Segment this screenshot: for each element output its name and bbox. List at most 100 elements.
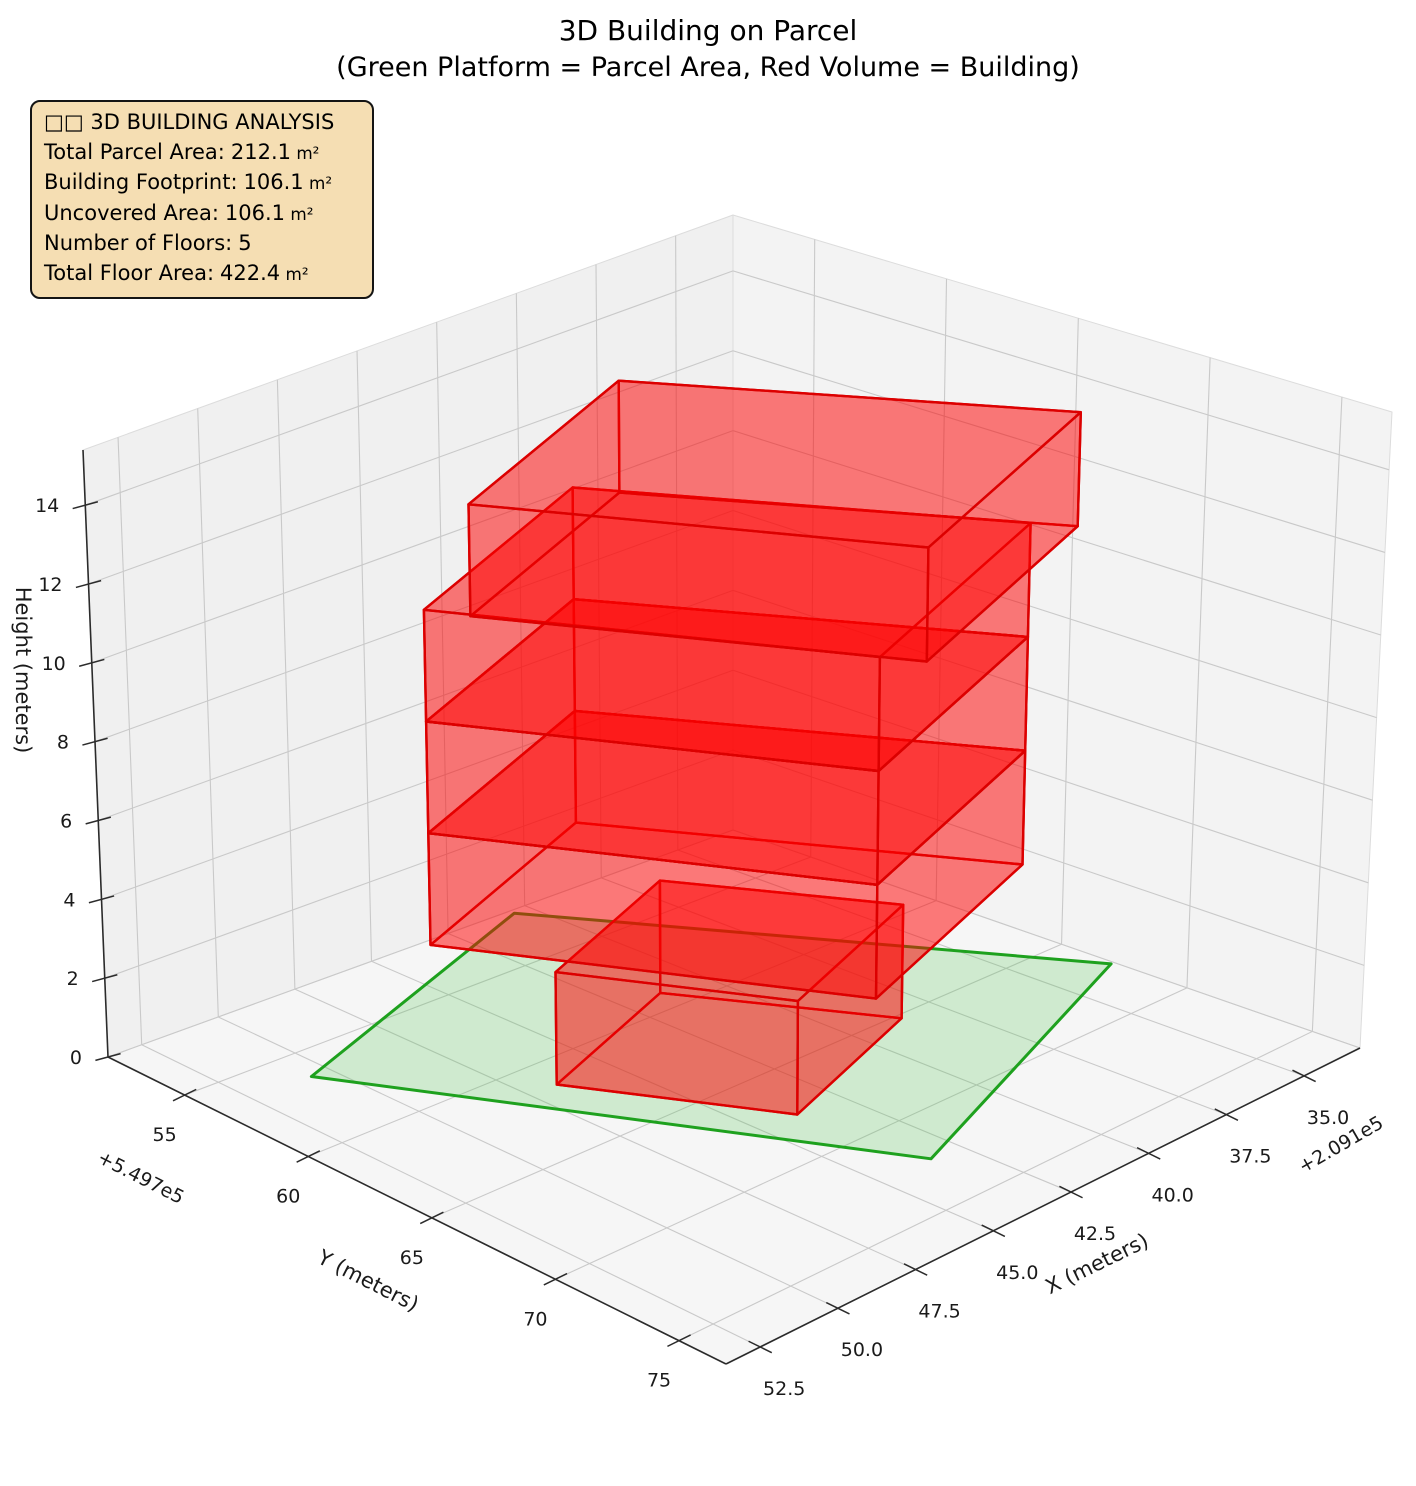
y-axis-line (107, 1056, 727, 1365)
y-grid-floor (678, 1030, 1313, 1342)
infobox-row-label: Number of Floors: (44, 231, 233, 255)
x-tick (1214, 1108, 1239, 1121)
x-tick (748, 1340, 773, 1354)
x-tick-label: 45.0 (996, 1262, 1038, 1284)
z-tick (95, 1052, 121, 1062)
infobox-row: Total Floor Area: 422.4 m² (44, 259, 360, 290)
z-tick-label: 2 (67, 968, 79, 990)
z-grid-left-wall (107, 829, 734, 1058)
y-tick-label: 60 (276, 1185, 300, 1207)
y-tick-label: 65 (400, 1247, 424, 1269)
y-tick-label: 70 (523, 1308, 547, 1330)
x-grid-wall (356, 350, 373, 962)
z-tick (72, 501, 99, 510)
tick-marks (72, 501, 1316, 1354)
y-grid-wall (935, 278, 948, 901)
parcel-polygon (309, 911, 1113, 1161)
z-tick-label: 14 (35, 495, 59, 517)
y-grid-wall (1186, 357, 1211, 988)
x-tick-label: 35.0 (1307, 1107, 1349, 1129)
x-tick (981, 1224, 1006, 1238)
infobox-row-label: Total Floor Area: (44, 260, 215, 285)
x-tick (1292, 1069, 1316, 1083)
chart-title-line2: (Green Platform = Parcel Area, Red Volum… (336, 52, 1080, 83)
floor-side-face-near (467, 503, 930, 663)
y-axis-offset-text: +5.497e5 (94, 1146, 188, 1208)
x-grid-floor (141, 1044, 761, 1348)
y-tick (419, 1211, 444, 1225)
building-floor-5 (467, 379, 1083, 663)
x-grid-floor (524, 905, 1149, 1154)
z-grid-right-wall (732, 829, 1361, 1049)
z-tick (88, 895, 115, 904)
z-tick (85, 816, 112, 825)
x-grid-wall (276, 379, 296, 990)
infobox-row-value: 5 (238, 231, 252, 255)
z-tick (78, 658, 105, 667)
infobox-row-unit: m² (280, 263, 309, 284)
parcel-platform (309, 911, 1113, 1161)
z-grid-right-wall (732, 350, 1386, 553)
axis-lines (82, 449, 1361, 1365)
y-tick-label: 55 (153, 1124, 177, 1146)
y-tick-label: 75 (647, 1370, 671, 1392)
x-grid-floor (677, 849, 1305, 1077)
z-grid-left-wall (94, 510, 734, 743)
building-floor-4 (422, 486, 1032, 773)
infobox-row: Number of Floors: 5 (44, 229, 360, 259)
z-tick-label: 0 (70, 1047, 82, 1069)
x-grid-floor (601, 877, 1227, 1116)
infobox-row: Uncovered Area: 106.1 m² (44, 199, 360, 230)
z-tick-label: 12 (38, 574, 62, 596)
infobox-row: Total Parcel Area: 212.1 m² (44, 138, 360, 169)
y-grid-floor (184, 856, 811, 1096)
infobox-row-value: 106.1 (224, 200, 286, 225)
axes-panes (82, 214, 1393, 1365)
x-tick (825, 1301, 850, 1315)
z-tick-label: 4 (63, 889, 75, 911)
infobox-row-label: Total Parcel Area: (44, 139, 225, 164)
y-grid-floor (431, 943, 1062, 1219)
x-tick-label: 37.5 (1229, 1146, 1271, 1168)
x-tick (1059, 1185, 1083, 1199)
z-grid-left-wall (85, 270, 734, 506)
y-grid-wall (810, 239, 816, 858)
z-grid-right-wall (732, 749, 1365, 966)
x-tick-label: 50.0 (841, 1339, 883, 1361)
z-grid-left-wall (98, 589, 734, 822)
z-grid-left-wall (88, 350, 734, 585)
y-grid-wall (1060, 318, 1079, 945)
infobox-row-value: 106.1 (243, 170, 304, 194)
z-axis-label: Height (meters) (11, 587, 35, 754)
building-floor-3 (424, 598, 1030, 886)
x-grid-wall (117, 437, 143, 1045)
floor-side-face-near (554, 970, 800, 1116)
y-grid-floor (555, 987, 1188, 1280)
floor-side-face-near (422, 608, 882, 773)
z-grid-right-wall (732, 669, 1369, 884)
infobox-header: □□ 3D BUILDING ANALYSIS (44, 110, 335, 134)
y-tick (172, 1088, 197, 1102)
chart-title-line1: 3D Building on Parcel (558, 14, 858, 47)
x-axis-line (725, 1047, 1361, 1365)
x-grid-floor (294, 988, 916, 1271)
z-grid-right-wall (732, 589, 1373, 801)
infobox-row-unit: m² (303, 173, 333, 193)
z-tick (75, 579, 102, 589)
infobox-row-label: Uncovered Area: (44, 200, 219, 225)
z-tick-label: 10 (42, 653, 66, 675)
x-grid-wall (436, 322, 449, 934)
x-grid-floor (218, 1016, 839, 1309)
z-grid-left-wall (101, 669, 734, 900)
x-tick-label: 40.0 (1152, 1184, 1194, 1206)
infobox-row-value: 212.1 (230, 139, 291, 164)
chart-title: 3D Building on Parcel (Green Platform = … (0, 12, 1416, 86)
z-tick-label: 8 (57, 732, 69, 754)
z-grid-right-wall (732, 509, 1377, 719)
x-tick (903, 1263, 928, 1276)
building-analysis-infobox: □□ 3D BUILDING ANALYSIS Total Parcel Are… (30, 100, 374, 299)
z-grid-right-wall (732, 270, 1390, 471)
infobox-row-unit: m² (285, 203, 314, 224)
z-tick (91, 974, 118, 983)
x-tick-label: 47.5 (918, 1301, 960, 1323)
